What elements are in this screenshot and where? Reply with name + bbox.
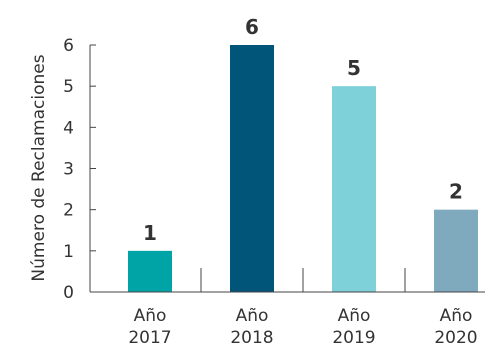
y-tick-label: 0 (63, 283, 74, 303)
x-tick-label: 2019 (332, 328, 375, 348)
y-tick-label: 1 (63, 242, 74, 262)
y-tick-label: 4 (63, 118, 74, 138)
x-axis (89, 45, 485, 293)
y-tick-label: 5 (63, 77, 74, 97)
y-tick-label: 3 (63, 160, 74, 180)
x-tick-label: 2020 (434, 328, 477, 348)
bars (128, 45, 478, 293)
data-label: 1 (143, 221, 157, 245)
x-tick-label: Año (134, 306, 167, 326)
x-tick-label: 2017 (128, 328, 171, 348)
x-tick-label: Año (440, 306, 473, 326)
data-label: 5 (347, 56, 361, 80)
x-tick-label: Año (338, 306, 371, 326)
y-axis-ticks: 0 1 2 3 4 5 6 (63, 36, 96, 303)
bar-Año-2017 (128, 250, 172, 292)
bar-Año-2020 (434, 209, 478, 292)
x-tick-label: 2018 (230, 328, 273, 348)
data-label: 6 (245, 15, 259, 39)
y-tick-label: 6 (63, 36, 74, 56)
x-tick-label: Año (236, 306, 269, 326)
y-tick-label: 2 (63, 201, 74, 221)
y-axis-label: Número de Reclamaciones (29, 54, 49, 281)
data-label: 2 (449, 180, 463, 204)
bar-Año-2018 (230, 45, 274, 292)
bar-Año-2019 (332, 86, 376, 293)
